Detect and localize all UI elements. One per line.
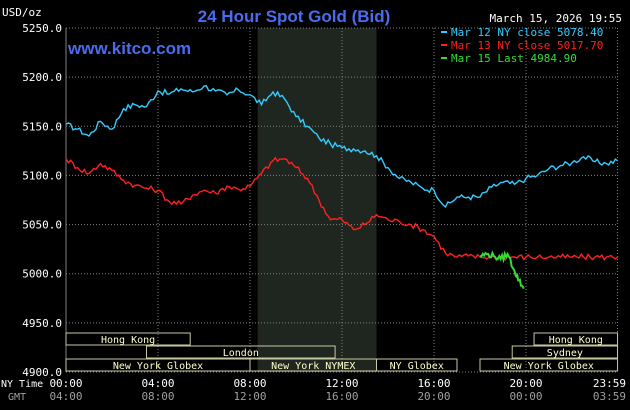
y-tick-label: 4900.0 (22, 366, 62, 379)
session-label: Sydney (547, 348, 583, 359)
session-label: Hong Kong (101, 335, 155, 346)
x-tick-gmt: 04:00 (49, 390, 82, 403)
legend-entry: Mar 13 NY close 5017.70 (451, 39, 603, 52)
legend-entry: Mar 15 Last 4984.90 (451, 52, 577, 65)
y-tick-label: 5200.0 (22, 71, 62, 84)
session-box (146, 345, 336, 359)
session-box (533, 332, 619, 346)
x-tick-gmt: 03:59 (593, 390, 626, 403)
session-label: London (223, 348, 259, 359)
y-tick-label: 4950.0 (22, 317, 62, 330)
datetime-label: March 15, 2026 19:55 (490, 12, 622, 25)
x-tick-gmt: 16:00 (325, 390, 358, 403)
x-tick-ny: 04:00 (141, 377, 174, 390)
session-label: New York NYMEX (271, 361, 355, 372)
chart-title: 24 Hour Spot Gold (Bid) (198, 7, 391, 26)
session-label: NY Globex (390, 361, 444, 372)
session-label: New York Globex (113, 361, 203, 372)
x-tick-ny: 08:00 (233, 377, 266, 390)
x-label-gmt: GMT (8, 392, 26, 403)
y-tick-label: 5150.0 (22, 120, 62, 133)
legend-entry: Mar 12 NY close 5078.40 (451, 26, 603, 39)
x-tick-ny: 16:00 (417, 377, 450, 390)
session-box (65, 332, 191, 346)
session-box (479, 358, 619, 372)
y-unit-label: USD/oz (2, 6, 42, 19)
series-line (65, 85, 618, 209)
watermark-text: www.kitco.com (67, 39, 191, 58)
x-tick-gmt: 12:00 (233, 390, 266, 403)
y-tick-label: 5000.0 (22, 268, 62, 281)
session-box (376, 358, 458, 372)
series-line (479, 250, 525, 290)
y-tick-label: 5250.0 (22, 22, 62, 35)
highlight-band (257, 28, 377, 372)
x-tick-ny: 12:00 (325, 377, 358, 390)
x-label-ny: NY Time (1, 379, 43, 390)
session-label: Hong Kong (549, 335, 603, 346)
series-line (65, 156, 618, 261)
x-tick-ny: 20:00 (509, 377, 542, 390)
session-label: New York Globex (504, 361, 594, 372)
x-tick-ny: 00:00 (49, 377, 82, 390)
session-box (511, 345, 619, 359)
x-tick-ny: 23:59 (593, 377, 626, 390)
y-tick-label: 5050.0 (22, 219, 62, 232)
x-tick-gmt: 20:00 (417, 390, 450, 403)
y-tick-label: 5100.0 (22, 169, 62, 182)
x-tick-gmt: 00:00 (509, 390, 542, 403)
x-tick-gmt: 08:00 (141, 390, 174, 403)
